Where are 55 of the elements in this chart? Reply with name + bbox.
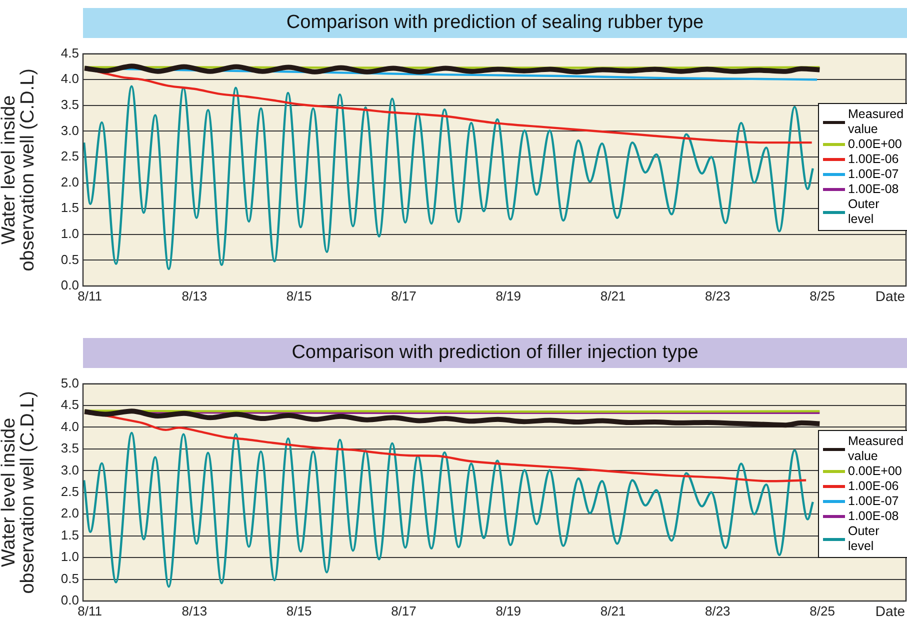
x-axis-title: Date: [875, 288, 906, 304]
legend-label: 1.00E-07: [848, 167, 899, 182]
chart-title: Comparison with prediction of sealing rubber type: [83, 8, 907, 38]
y-tick-label: 1.0: [60, 549, 79, 564]
y-tick-label: 1.0: [60, 226, 79, 241]
y-tick-label: 2.5: [60, 484, 79, 499]
legend-label: 0.00E+00: [848, 464, 902, 479]
x-tick-label: 8/13: [182, 288, 208, 304]
y-tick-label: 0.0: [60, 278, 79, 293]
y-axis-title: Water level inside observation well (C.D.L): [0, 68, 39, 272]
x-tick-label: 8/13: [182, 603, 208, 618]
y-tick-label: 4.5: [60, 45, 79, 60]
x-tick-label: 8/21: [600, 603, 626, 618]
legend-label: 1.00E-08: [848, 509, 899, 524]
y-tick-label: 1.5: [60, 527, 79, 542]
x-tick-label: 8/17: [391, 288, 416, 304]
legend-label: 1.00E-06: [848, 479, 899, 494]
x-tick-label: 8/15: [286, 603, 312, 618]
y-tick-label: 3.5: [60, 440, 79, 456]
legend-label: 1.00E-07: [848, 494, 899, 509]
y-tick-label: 2.0: [60, 174, 79, 190]
legend-label: Outer level: [848, 197, 880, 227]
y-tick-label: 3.0: [60, 122, 79, 138]
y-tick-label: 0.5: [60, 570, 79, 586]
x-tick-label: 8/25: [810, 288, 835, 304]
y-tick-label: 2.5: [60, 148, 79, 164]
x-tick-label: 8/23: [704, 603, 730, 618]
y-tick-label: 2.0: [60, 506, 79, 521]
legend-label: 1.00E-06: [848, 152, 899, 167]
y-tick-label: 5.0: [60, 375, 79, 390]
x-tick-label: 8/11: [78, 603, 102, 618]
y-tick-label: 3.0: [60, 462, 79, 478]
x-tick-label: 8/19: [496, 288, 522, 304]
y-tick-label: 4.0: [60, 71, 79, 86]
y-tick-label: 3.5: [60, 96, 79, 112]
x-tick-label: 8/19: [496, 603, 522, 618]
y-tick-label: 0.0: [60, 592, 79, 608]
y-tick-label: 4.0: [60, 418, 79, 434]
y-tick-label: 0.5: [60, 252, 79, 267]
x-tick-label: 8/17: [391, 603, 416, 618]
legend-label: Measured value: [848, 107, 904, 137]
chart-title: Comparison with prediction of filler injection type: [83, 338, 907, 368]
legend-label: Outer level: [848, 524, 880, 554]
legend-label: 0.00E+00: [848, 137, 902, 152]
x-tick-label: 8/15: [286, 288, 312, 304]
legend-label: 1.00E-08: [848, 182, 899, 197]
legend-label: Measured value: [848, 434, 904, 464]
x-tick-label: 8/25: [810, 603, 835, 618]
x-axis-title: Date: [875, 602, 906, 619]
y-axis-title: Water level inside observation well (C.D.L): [0, 391, 39, 594]
x-tick-label: 8/11: [78, 288, 102, 304]
y-tick-label: 4.5: [60, 397, 79, 412]
x-tick-label: 8/21: [600, 288, 626, 304]
y-tick-label: 1.5: [60, 200, 79, 216]
x-tick-label: 8/23: [704, 288, 730, 304]
